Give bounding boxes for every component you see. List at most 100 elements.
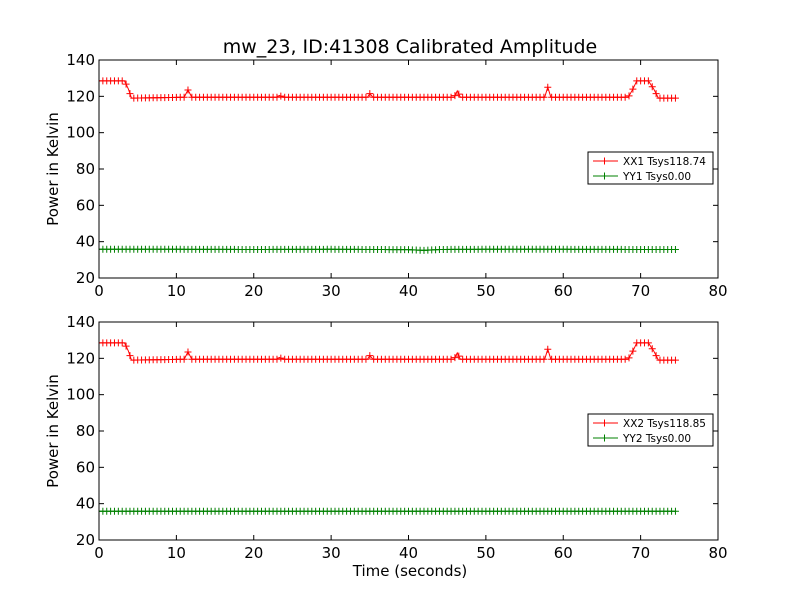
- x-tick-label: 50: [476, 282, 495, 300]
- series-xx: [99, 77, 679, 102]
- legend-marker: [601, 157, 608, 165]
- data-point-marker: [625, 354, 633, 362]
- y-tick-label: 120: [66, 87, 95, 105]
- data-point-marker: [180, 355, 188, 363]
- series-yy: [99, 507, 679, 515]
- x-tick-label: 70: [631, 282, 650, 300]
- data-point-marker: [180, 93, 188, 101]
- legend-box: [587, 413, 714, 447]
- x-tick-label: 10: [167, 282, 186, 300]
- x-tick-label: 40: [399, 282, 418, 300]
- x-tick-label: 10: [167, 544, 186, 562]
- data-point-marker: [366, 90, 374, 98]
- bottom-panel: 0 10 20 30 40 50 60 70 80 20 40 60 80 100 120 140 Power …: [44, 313, 728, 562]
- y-tick-label: 40: [76, 495, 95, 513]
- y-tick-label: 80: [76, 422, 95, 440]
- data-point-marker: [447, 93, 455, 101]
- data-point-marker: [671, 245, 679, 253]
- y-tick-label: 140: [66, 313, 95, 331]
- x-tick-label: 70: [631, 544, 650, 562]
- x-tick-label: 80: [708, 282, 727, 300]
- x-tick-label: 0: [94, 282, 104, 300]
- legend-box: [587, 151, 714, 185]
- data-point-marker: [447, 355, 455, 363]
- data-point-marker: [644, 339, 652, 347]
- top-panel: 0 10 20 30 40 50 60 70 80 20 40 60 80 100 120 140 Power …: [44, 51, 728, 300]
- x-axis-label: Time (seconds): [352, 562, 468, 580]
- legend-entry: YY2 Tsys0.00: [622, 433, 691, 445]
- data-point-marker: [671, 507, 679, 515]
- data-point-marker: [544, 83, 552, 91]
- data-point-marker: [118, 77, 126, 85]
- y-tick-label: 140: [66, 51, 95, 69]
- y-tick-label: 60: [76, 196, 95, 214]
- series-xx: [99, 339, 679, 364]
- data-point-marker: [277, 354, 285, 362]
- data-point-marker: [451, 354, 459, 362]
- legend-marker: [601, 434, 608, 442]
- data-point-marker: [540, 93, 548, 101]
- x-tick-label: 0: [94, 544, 104, 562]
- data-point-marker: [118, 339, 126, 347]
- y-tick-label: 60: [76, 458, 95, 476]
- x-tick-label: 50: [476, 544, 495, 562]
- x-tick-label: 20: [244, 544, 263, 562]
- x-tick-label: 80: [708, 544, 727, 562]
- plot-frame: [98, 59, 719, 279]
- legend-entry: XX1 Tsys118.74: [623, 156, 706, 168]
- chart-title: mw_23, ID:41308 Calibrated Amplitude: [223, 36, 598, 58]
- y-tick-label: 20: [76, 531, 95, 549]
- x-tick-label: 30: [322, 282, 341, 300]
- data-point-marker: [648, 345, 656, 353]
- y-tick-label: 40: [76, 233, 95, 251]
- data-point-marker: [362, 355, 370, 363]
- plot-frame: [98, 321, 719, 541]
- data-point-marker: [122, 342, 130, 350]
- data-point-marker: [277, 92, 285, 100]
- data-point-marker: [126, 90, 134, 98]
- data-point-marker: [621, 93, 629, 101]
- y-tick-label: 120: [66, 349, 95, 367]
- data-point-marker: [648, 83, 656, 91]
- data-point-marker: [621, 355, 629, 363]
- data-point-marker: [455, 352, 463, 360]
- legend-entry: YY1 Tsys0.00: [622, 171, 691, 183]
- data-point-marker: [671, 94, 679, 102]
- legend: XX1 Tsys118.74 YY1 Tsys0.00: [587, 151, 714, 185]
- x-tick-label: 60: [554, 544, 573, 562]
- y-tick-label: 80: [76, 160, 95, 178]
- data-point-marker: [451, 92, 459, 100]
- y-tick-label: 100: [66, 386, 95, 404]
- x-tick-label: 60: [554, 282, 573, 300]
- data-point-marker: [644, 77, 652, 85]
- series-yy: [99, 245, 679, 254]
- legend-marker: [601, 419, 608, 427]
- data-point-marker: [273, 93, 281, 101]
- x-tick-label: 30: [322, 544, 341, 562]
- data-point-marker: [544, 345, 552, 353]
- data-point-marker: [625, 92, 633, 100]
- x-tick-label: 40: [399, 544, 418, 562]
- y-tick-label: 100: [66, 124, 95, 142]
- legend-marker: [601, 172, 608, 180]
- data-point-marker: [273, 355, 281, 363]
- data-point-marker: [362, 93, 370, 101]
- data-point-marker: [652, 90, 660, 98]
- y-axis-label: Power in Kelvin: [44, 374, 62, 488]
- data-point-marker: [540, 355, 548, 363]
- data-point-marker: [629, 85, 637, 93]
- y-axis-label: Power in Kelvin: [44, 112, 62, 226]
- data-point-marker: [629, 347, 637, 355]
- x-tick-label: 20: [244, 282, 263, 300]
- y-tick-label: 20: [76, 269, 95, 287]
- data-point-marker: [122, 80, 130, 88]
- data-point-marker: [184, 348, 192, 356]
- legend: XX2 Tsys118.85 YY2 Tsys0.00: [587, 413, 714, 447]
- data-point-marker: [184, 86, 192, 94]
- data-point-marker: [455, 90, 463, 98]
- legend-entry: XX2 Tsys118.85: [623, 418, 706, 430]
- data-point-marker: [126, 352, 134, 360]
- data-point-marker: [366, 352, 374, 360]
- data-point-marker: [671, 356, 679, 364]
